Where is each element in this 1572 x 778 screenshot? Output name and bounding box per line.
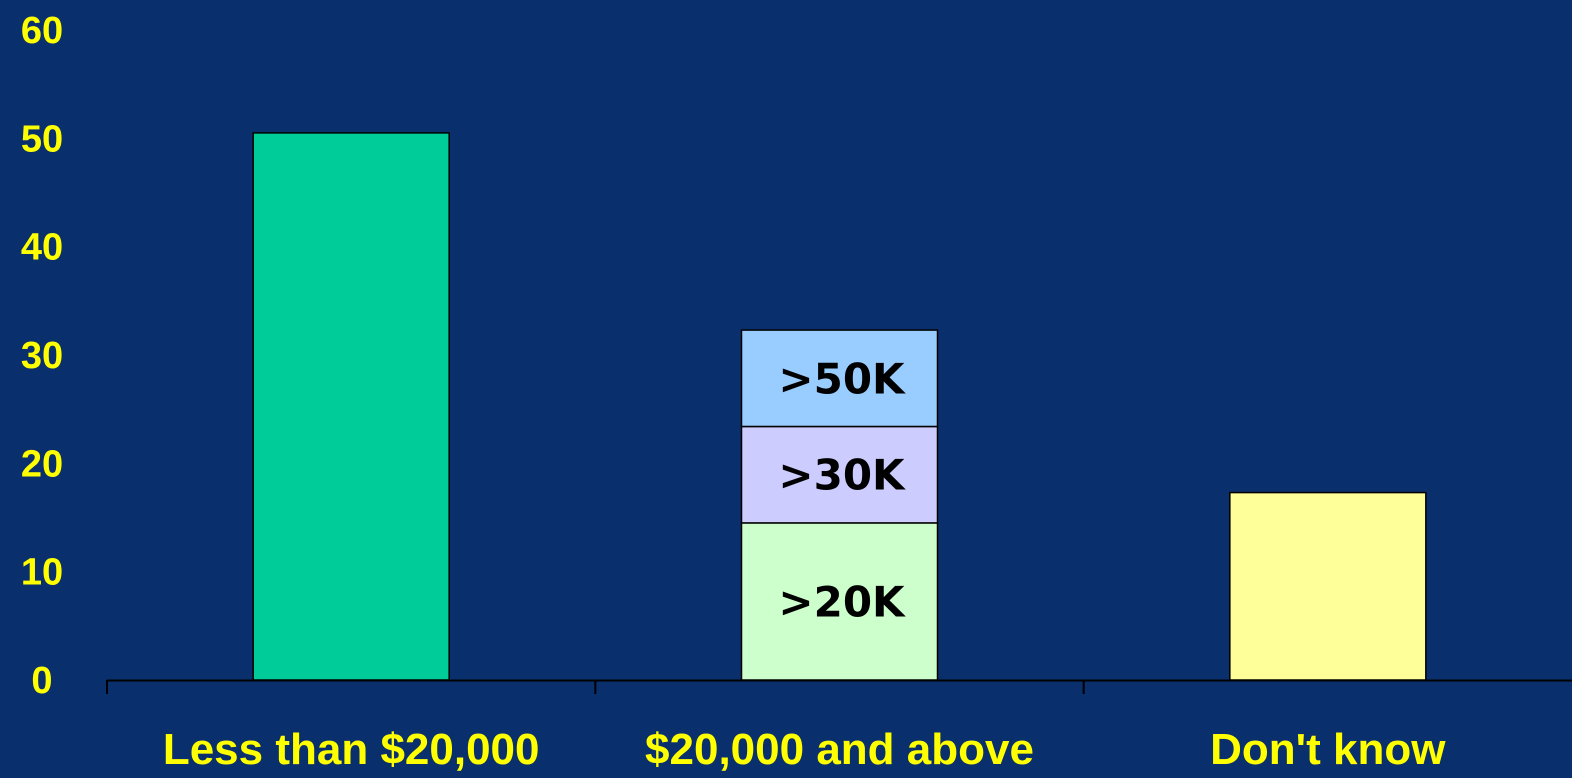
- segment-label: >20K: [778, 577, 906, 626]
- x-ticks-group: [106, 680, 1085, 694]
- y-tick-label: 10: [21, 552, 63, 594]
- bar-segment-50k: [740, 329, 939, 428]
- y-tick-label: 40: [21, 227, 63, 269]
- x-tick-label: Less than $20,000: [163, 725, 540, 774]
- x-tick-labels-group: Less than $20,000 $20,000 and above Don't …: [163, 725, 1446, 774]
- bars-group: [252, 132, 1427, 681]
- segment-label: >30K: [778, 451, 906, 500]
- y-tick-label: 50: [21, 118, 63, 160]
- y-tick-label: 60: [21, 10, 63, 52]
- segment-labels-group: >20K >30K >50K: [778, 354, 906, 626]
- bar: [252, 132, 450, 681]
- x-tick-label: $20,000 and above: [645, 725, 1034, 774]
- y-tick-label: 20: [21, 443, 63, 485]
- y-tick-label: 0: [31, 660, 52, 702]
- x-tick-label: Don't know: [1210, 725, 1446, 774]
- segment-label: >50K: [778, 354, 906, 403]
- bar: [1229, 491, 1427, 681]
- bar-segment-20k: [740, 522, 939, 681]
- y-tick-labels-group: 0 10 20 30 40 50 60: [21, 10, 63, 702]
- y-tick-label: 30: [21, 335, 63, 377]
